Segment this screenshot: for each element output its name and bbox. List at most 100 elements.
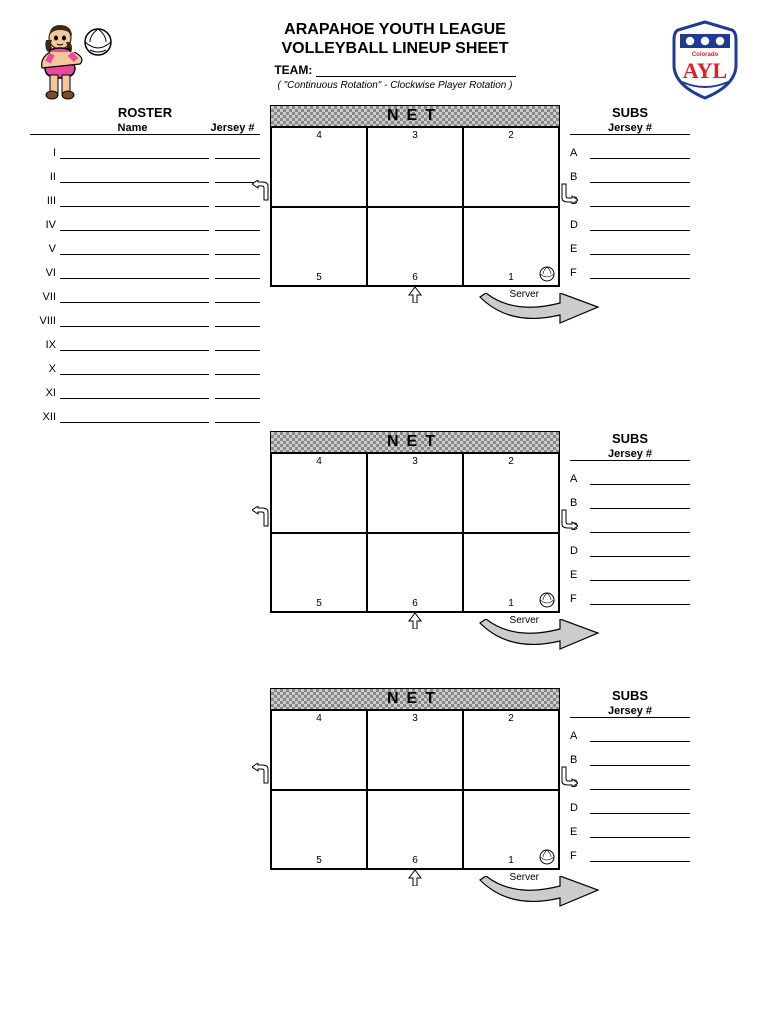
- rotation-arrow-right-icon: [558, 506, 578, 530]
- subs-row: E: [570, 231, 690, 255]
- roster-jersey-blank[interactable]: [215, 265, 260, 279]
- court-cell: 2: [463, 710, 559, 790]
- position-number: 4: [316, 456, 322, 467]
- roster-name-blank[interactable]: [60, 385, 209, 399]
- subs-jersey-blank[interactable]: [590, 567, 690, 581]
- subs-jersey-blank[interactable]: [590, 495, 690, 509]
- roster-jersey-blank[interactable]: [215, 409, 260, 423]
- roster-name-blank[interactable]: [60, 313, 209, 327]
- subs-jersey-blank[interactable]: [590, 169, 690, 183]
- rotation-arrow-left-icon: [252, 506, 272, 530]
- roster-name-blank[interactable]: [60, 169, 209, 183]
- position-number: 2: [508, 130, 514, 141]
- subs-letter: A: [570, 473, 590, 485]
- subs-jersey-blank[interactable]: [590, 591, 690, 605]
- roster-name-blank[interactable]: [60, 265, 209, 279]
- roster-name-blank[interactable]: [60, 289, 209, 303]
- subs-title-1: SUBS: [570, 105, 690, 120]
- subs-letter: F: [570, 267, 590, 279]
- court-cell: 2: [463, 453, 559, 533]
- roster-number: VI: [30, 267, 60, 279]
- roster-row: VI: [30, 255, 260, 279]
- court-cell: 5: [271, 533, 367, 613]
- subs-jersey-blank[interactable]: [590, 752, 690, 766]
- net-label: NET: [387, 433, 443, 451]
- roster-number: VII: [30, 291, 60, 303]
- court-cell: 4: [271, 453, 367, 533]
- roster-name-blank[interactable]: [60, 409, 209, 423]
- subs-jersey-header-1: Jersey #: [570, 122, 690, 135]
- roster-jersey-blank[interactable]: [215, 145, 260, 159]
- rotation-arrow-right-icon: [558, 763, 578, 787]
- net-label: NET: [387, 107, 443, 125]
- subs-jersey-blank[interactable]: [590, 800, 690, 814]
- subs-jersey-blank[interactable]: [590, 824, 690, 838]
- court-cell: 2: [463, 127, 559, 207]
- roster-jersey-blank[interactable]: [215, 289, 260, 303]
- subs-row: C: [570, 183, 690, 207]
- subs-row: E: [570, 814, 690, 838]
- roster-row: IV: [30, 207, 260, 231]
- court-diagram-3: NET 432561Server: [270, 688, 560, 870]
- subs-letter: E: [570, 569, 590, 581]
- team-label: TEAM:: [274, 63, 312, 77]
- serve-arrow-icon: [470, 619, 600, 655]
- rotation-arrow-right-icon: [558, 180, 578, 204]
- position-number: 4: [316, 130, 322, 141]
- subs-jersey-blank[interactable]: [590, 265, 690, 279]
- subs-jersey-blank[interactable]: [590, 241, 690, 255]
- roster-row: I: [30, 135, 260, 159]
- subs-letter: E: [570, 826, 590, 838]
- team-name-blank[interactable]: [316, 76, 516, 77]
- subs-letter: D: [570, 802, 590, 814]
- position-number: 1: [508, 855, 514, 866]
- subs-row: D: [570, 533, 690, 557]
- roster-number: II: [30, 171, 60, 183]
- roster-name-blank[interactable]: [60, 241, 209, 255]
- position-number: 5: [316, 598, 322, 609]
- subs-jersey-blank[interactable]: [590, 848, 690, 862]
- court-cell: 6: [367, 533, 463, 613]
- subs-row: F: [570, 838, 690, 862]
- subs-row: A: [570, 718, 690, 742]
- subs-jersey-blank[interactable]: [590, 217, 690, 231]
- roster-name-blank[interactable]: [60, 337, 209, 351]
- up-arrow-icon: [407, 287, 423, 303]
- roster-name-blank[interactable]: [60, 217, 209, 231]
- roster-number: V: [30, 243, 60, 255]
- roster-jersey-blank[interactable]: [215, 313, 260, 327]
- roster-name-blank[interactable]: [60, 361, 209, 375]
- rotation-arrow-left-icon: [252, 763, 272, 787]
- roster-jersey-blank[interactable]: [215, 361, 260, 375]
- roster-title: ROSTER: [30, 105, 260, 120]
- roster-jersey-blank[interactable]: [215, 217, 260, 231]
- subs-row: B: [570, 742, 690, 766]
- subs-jersey-blank[interactable]: [590, 145, 690, 159]
- roster-row: VII: [30, 279, 260, 303]
- roster-jersey-blank[interactable]: [215, 337, 260, 351]
- roster-row: XI: [30, 375, 260, 399]
- court-cell: 5: [271, 790, 367, 870]
- court-cell: 3: [367, 127, 463, 207]
- subs-jersey-blank[interactable]: [590, 193, 690, 207]
- subs-row: B: [570, 485, 690, 509]
- roster-number: VIII: [30, 315, 60, 327]
- subs-jersey-blank[interactable]: [590, 543, 690, 557]
- volleyball-icon: [539, 266, 555, 282]
- subs-row: C: [570, 766, 690, 790]
- roster-jersey-blank[interactable]: [215, 241, 260, 255]
- subs-title-2: SUBS: [570, 431, 690, 446]
- roster-jersey-blank[interactable]: [215, 385, 260, 399]
- serve-arrow-icon: [470, 876, 600, 912]
- roster-name-blank[interactable]: [60, 145, 209, 159]
- subs-jersey-blank[interactable]: [590, 471, 690, 485]
- position-number: 1: [508, 598, 514, 609]
- title-line-1: ARAPAHOE YOUTH LEAGUE: [120, 20, 670, 39]
- roster-jersey-header: Jersey #: [205, 122, 260, 134]
- position-number: 5: [316, 855, 322, 866]
- roster-name-blank[interactable]: [60, 193, 209, 207]
- subs-jersey-blank[interactable]: [590, 776, 690, 790]
- subs-jersey-blank[interactable]: [590, 728, 690, 742]
- subs-jersey-blank[interactable]: [590, 519, 690, 533]
- subs-letter: F: [570, 593, 590, 605]
